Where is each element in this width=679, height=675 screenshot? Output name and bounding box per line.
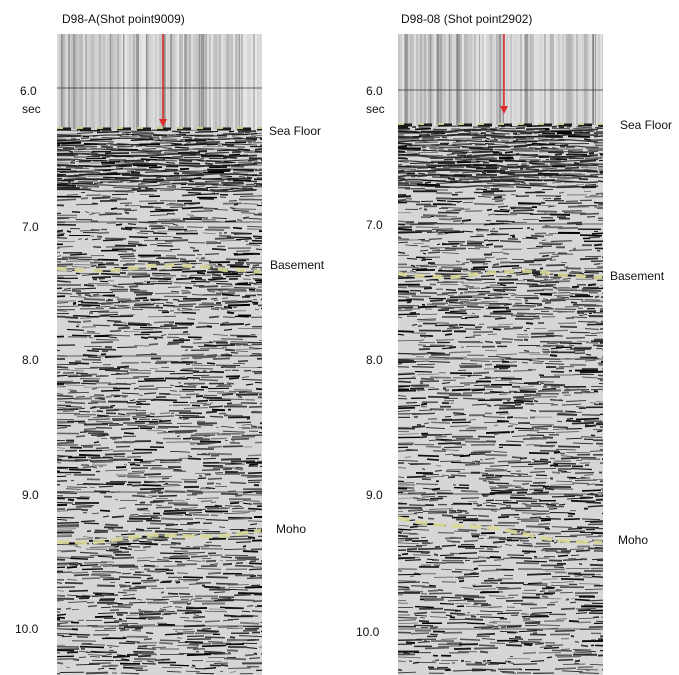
water-column-texture bbox=[398, 34, 603, 125]
tick-left-10: 10.0 bbox=[15, 622, 39, 636]
tick-right-8: 8.0 bbox=[366, 353, 383, 367]
timing-lines bbox=[398, 89, 603, 630]
reflection-texture bbox=[57, 129, 262, 675]
panel-title-right: D98-08 (Shot point2902) bbox=[401, 12, 533, 26]
basement-pick bbox=[57, 262, 262, 274]
horizon-label-basement-right: Basement bbox=[610, 269, 665, 283]
sec-left-svg bbox=[57, 34, 262, 675]
timing-lines bbox=[57, 87, 262, 627]
water-column-texture bbox=[57, 34, 262, 129]
tick-right-9: 9.0 bbox=[366, 488, 383, 502]
tick-left-7: 7.0 bbox=[22, 220, 39, 234]
time-unit-right: sec bbox=[366, 102, 385, 116]
tick-right-7: 7.0 bbox=[366, 218, 383, 232]
seismic-section-right bbox=[398, 34, 603, 675]
time-unit-left: sec bbox=[22, 102, 41, 116]
horizon-label-basement-left: Basement bbox=[270, 258, 325, 272]
tick-right-6: 6.0 bbox=[366, 84, 383, 98]
shot-point-arrowhead bbox=[500, 106, 508, 114]
basement-pick bbox=[398, 268, 603, 280]
horizon-label-seafloor-right: Sea Floor bbox=[620, 118, 673, 132]
sec-right-svg bbox=[398, 34, 603, 675]
tick-left-9: 9.0 bbox=[22, 488, 39, 502]
tick-right-10: 10.0 bbox=[356, 625, 380, 639]
reflection-texture bbox=[398, 124, 603, 675]
horizon-label-moho-left: Moho bbox=[276, 522, 307, 536]
tick-left-8: 8.0 bbox=[22, 353, 39, 367]
horizon-label-seafloor-left: Sea Floor bbox=[269, 124, 322, 138]
panel-title-left: D98-A(Shot point9009) bbox=[62, 12, 185, 26]
moho-pick bbox=[57, 528, 262, 545]
tick-left-6: 6.0 bbox=[20, 84, 37, 98]
seismic-section-left bbox=[57, 34, 262, 675]
shot-point-arrowhead bbox=[159, 119, 167, 127]
horizon-label-moho-right: Moho bbox=[618, 533, 649, 547]
moho-pick bbox=[398, 516, 603, 545]
